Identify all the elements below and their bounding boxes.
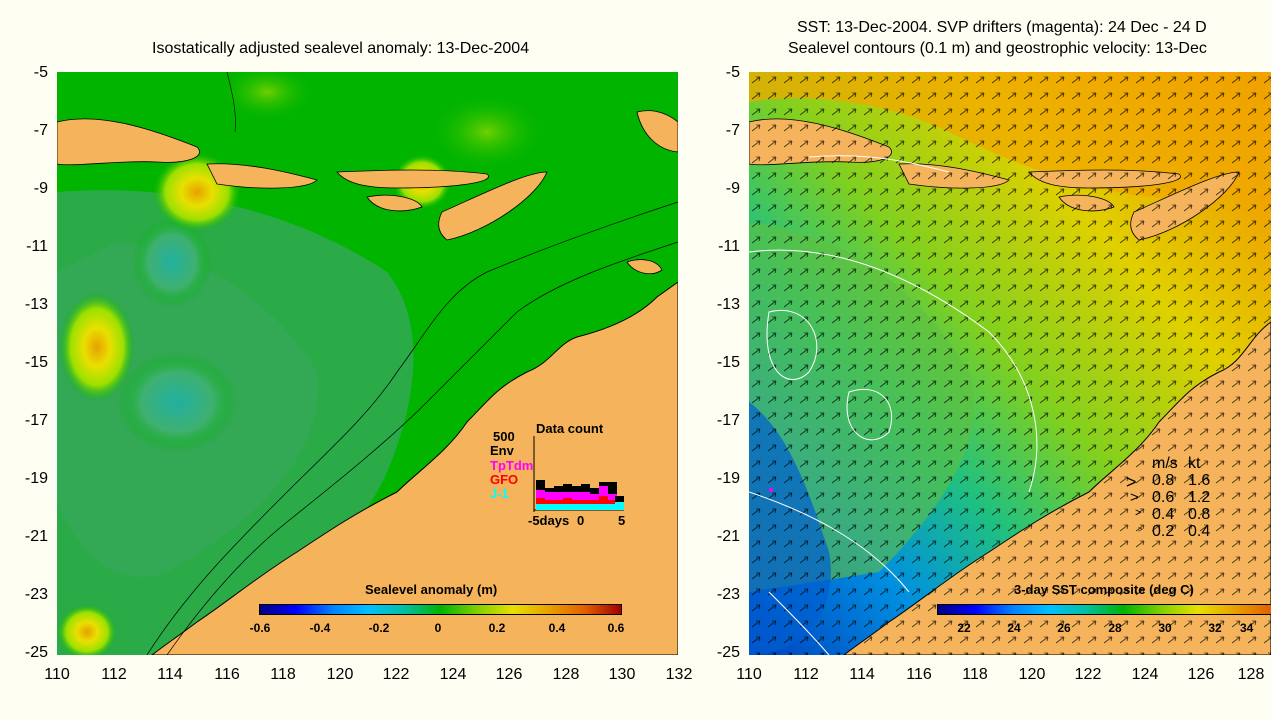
x-tick: 110 [736, 666, 762, 683]
y-tick: -23 [716, 586, 740, 603]
legend-ms-value: 0.8 [1152, 472, 1175, 489]
y-tick: -25 [716, 644, 740, 661]
x-tick: 114 [157, 666, 183, 683]
velocity-arrow-icon: > [1135, 507, 1142, 519]
y-tick: -19 [716, 470, 740, 487]
y-tick: -5 [33, 64, 48, 81]
colorbar-tick: 22 [957, 621, 971, 635]
x-tick: 114 [849, 666, 875, 683]
legend-kt-value: 0.8 [1188, 506, 1211, 523]
y-tick: -13 [716, 296, 740, 313]
x-tick: 126 [1187, 666, 1215, 683]
data-count-histogram [533, 436, 624, 512]
colorbar-tick: -0.2 [368, 621, 390, 635]
velocity-arrow-icon: > [1130, 489, 1139, 506]
x-tick: 130 [608, 666, 636, 683]
x-tick: 128 [552, 666, 580, 683]
y-tick: -17 [24, 412, 48, 429]
colorbar-tick: 0.6 [607, 621, 625, 635]
y-tick: -11 [26, 238, 48, 255]
y-tick: -13 [24, 296, 48, 313]
sealevel-anomaly-field [57, 72, 678, 655]
legend-tptdm: TpTdm [490, 458, 534, 473]
legend-j1: J-1 [490, 486, 509, 501]
y-tick: -7 [33, 122, 48, 139]
x-tick: 112 [793, 666, 819, 683]
colorbar-tick: 24 [1007, 621, 1021, 635]
colorbar-tick: 32 [1208, 621, 1222, 635]
legend-header-kt: kt [1188, 455, 1201, 472]
y-tick: -9 [725, 180, 740, 197]
y-tick: -15 [716, 354, 740, 371]
colorbar-tick: 0.2 [488, 621, 506, 635]
data-count-scale: 500 [493, 429, 515, 444]
data-count-title: Data count [536, 421, 604, 436]
y-tick: -15 [24, 354, 48, 371]
y-tick: -9 [33, 180, 48, 197]
colorbar-tick: -0.6 [249, 621, 271, 635]
x-tick: 124 [439, 666, 467, 683]
legend-env: Env [490, 443, 514, 458]
sst-field [749, 72, 1271, 655]
y-tick: -17 [716, 412, 740, 429]
colorbar-tick: 30 [1158, 621, 1172, 635]
y-tick: -11 [718, 238, 740, 255]
left-colorbar-label: Sealevel anomaly (m) [365, 582, 498, 597]
legend-gfo: GFO [490, 472, 519, 487]
x-tick: 110 [44, 666, 70, 683]
right-map-title-line1: SST: 13-Dec-2004. SVP drifters (magenta)… [797, 19, 1207, 36]
x-tick: 118 [962, 666, 988, 683]
legend-ms-value: 0.4 [1152, 506, 1175, 523]
colorbar-tick: 0.4 [548, 621, 566, 635]
colorbar-tick: -0.4 [309, 621, 331, 635]
right-colorbar [937, 604, 1271, 615]
right-colorbar-label: 3-day SST composite (deg C) [1014, 582, 1194, 597]
x-tick: 128 [1237, 666, 1265, 683]
x-tick: 126 [495, 666, 523, 683]
colorbar-tick: 28 [1108, 621, 1122, 635]
x-tick: 112 [101, 666, 127, 683]
data-count-x-label: 0 [577, 513, 585, 528]
y-tick: -5 [725, 64, 740, 81]
x-tick: 120 [326, 666, 354, 683]
legend-kt-value: 1.6 [1188, 472, 1211, 489]
x-tick: 116 [214, 666, 240, 683]
colorbar-tick: 0 [434, 621, 442, 635]
left-sealevel-map [57, 72, 678, 655]
data-count-x-label: -5days [528, 513, 570, 528]
y-tick: -23 [24, 586, 48, 603]
y-tick: -25 [24, 644, 48, 661]
x-tick: 120 [1018, 666, 1046, 683]
x-tick: 132 [665, 666, 693, 683]
velocity-arrow-icon: > [1138, 525, 1143, 534]
x-tick: 124 [1131, 666, 1159, 683]
legend-header-ms: m/s [1152, 455, 1178, 472]
velocity-arrow-icon: > [1126, 472, 1137, 492]
data-count-x-label: 5 [618, 513, 626, 528]
y-tick: -7 [725, 122, 740, 139]
colorbar-tick: 26 [1057, 621, 1071, 635]
colorbar-tick: 34 [1240, 621, 1254, 635]
left-map-title: Isostatically adjusted sealevel anomaly:… [152, 40, 530, 57]
x-tick: 122 [382, 666, 410, 683]
y-tick: -19 [24, 470, 48, 487]
right-map-title-line2: Sealevel contours (0.1 m) and geostrophi… [788, 40, 1207, 57]
x-tick: 116 [906, 666, 932, 683]
y-tick: -21 [24, 528, 48, 545]
legend-kt-value: 0.4 [1188, 523, 1211, 540]
y-tick: -21 [716, 528, 740, 545]
legend-ms-value: 0.6 [1152, 489, 1175, 506]
legend-kt-value: 1.2 [1188, 489, 1211, 506]
left-colorbar [259, 604, 622, 615]
x-tick: 118 [270, 666, 296, 683]
legend-ms-value: 0.2 [1152, 523, 1175, 540]
x-tick: 122 [1074, 666, 1102, 683]
right-sst-map [749, 72, 1271, 655]
